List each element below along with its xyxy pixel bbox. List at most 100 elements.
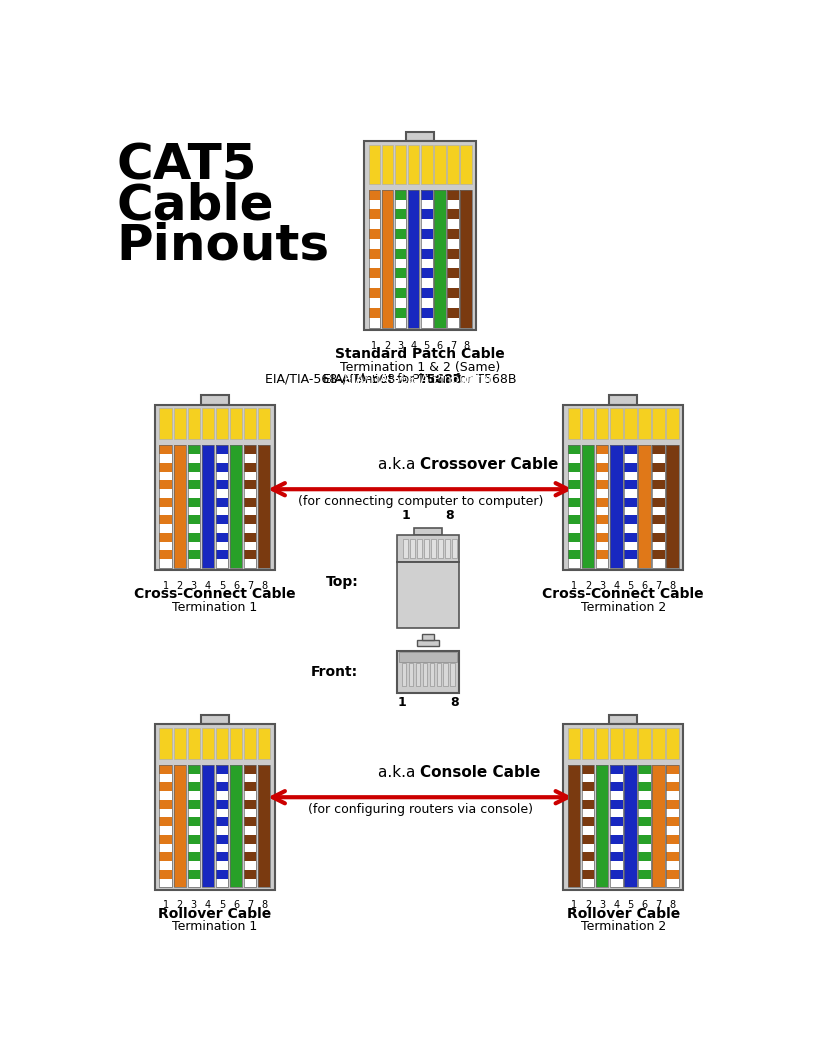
Bar [229,446,242,568]
Bar [581,765,594,887]
Bar [215,481,228,489]
Bar [595,408,608,439]
Text: 7: 7 [654,901,661,910]
Bar [395,308,406,317]
Bar [651,446,664,568]
Bar [243,728,256,759]
Bar [188,852,200,862]
Text: 2: 2 [384,341,390,350]
Bar [159,408,172,439]
Bar [159,800,172,808]
Bar [369,190,380,199]
Bar [174,728,186,759]
Text: 2: 2 [176,901,183,910]
Bar [581,852,594,862]
Text: 8: 8 [463,341,468,350]
Bar [665,765,678,773]
Bar [451,539,456,558]
Text: 1: 1 [162,580,169,591]
Bar [257,408,270,439]
Text: 5: 5 [219,901,224,910]
Bar [595,446,608,568]
Text: EIA/TIA-568-A Pinout for: EIA/TIA-568-A Pinout for [265,373,419,386]
Bar [215,852,228,862]
Bar [568,446,580,568]
Bar [445,539,449,558]
Bar [651,408,664,439]
Bar [420,145,432,184]
Bar [395,190,406,199]
Bar [215,498,228,506]
Bar [420,229,432,239]
Bar [433,145,445,184]
Text: a.k.a: a.k.a [378,457,420,472]
Text: 7: 7 [247,580,253,591]
Bar [407,190,419,328]
Bar [408,663,413,686]
Text: EIA/TIA-568-A Pinout for T568B: EIA/TIA-568-A Pinout for T568B [324,373,516,386]
Bar [243,817,256,827]
Text: Rollover Cable: Rollover Cable [158,906,271,921]
Bar [568,446,580,568]
Bar [446,229,458,239]
Text: Termination 2: Termination 2 [580,921,665,934]
Text: 3: 3 [599,901,604,910]
Text: 4: 4 [410,341,416,350]
Bar [420,268,432,278]
Bar [446,190,458,328]
Bar [595,463,608,471]
Bar [159,765,172,773]
Bar [215,765,228,887]
Text: 8: 8 [450,696,458,709]
Text: 7: 7 [450,341,455,350]
Bar [581,446,594,568]
Bar [229,446,242,568]
Bar [637,835,649,843]
Bar [215,533,228,541]
Bar [396,650,459,693]
Bar [201,446,214,568]
Bar [651,533,664,541]
Bar [188,446,200,568]
Bar [201,715,229,724]
Bar [651,498,664,506]
Bar [563,724,682,889]
Bar [174,446,186,568]
Bar [637,817,649,827]
Bar [243,516,256,524]
Bar [595,481,608,489]
Bar [609,446,622,568]
Bar [174,446,186,568]
Bar [568,765,580,887]
Text: 5: 5 [627,901,632,910]
Bar [623,533,636,541]
Bar [188,817,200,827]
Bar [665,765,678,887]
Bar [403,539,407,558]
Bar [581,870,594,879]
Bar [382,190,393,328]
Bar [243,463,256,471]
Text: 2: 2 [584,901,590,910]
Bar [201,765,214,887]
Bar [159,852,172,862]
Bar [229,765,242,887]
Bar [568,481,580,489]
Text: Crossover Cable: Crossover Cable [420,457,558,472]
Bar [459,145,471,184]
Bar [459,190,471,328]
Bar [595,765,608,887]
Bar [595,516,608,524]
Text: 6: 6 [233,901,238,910]
Text: 5: 5 [219,580,224,591]
Bar [651,481,664,489]
Bar [637,728,649,759]
Text: Pinouts: Pinouts [116,222,329,269]
Bar [581,728,594,759]
Bar [188,408,200,439]
Text: 1: 1 [396,696,405,709]
Bar [243,765,256,887]
Bar [609,408,622,439]
Bar [243,481,256,489]
Bar [623,446,636,454]
